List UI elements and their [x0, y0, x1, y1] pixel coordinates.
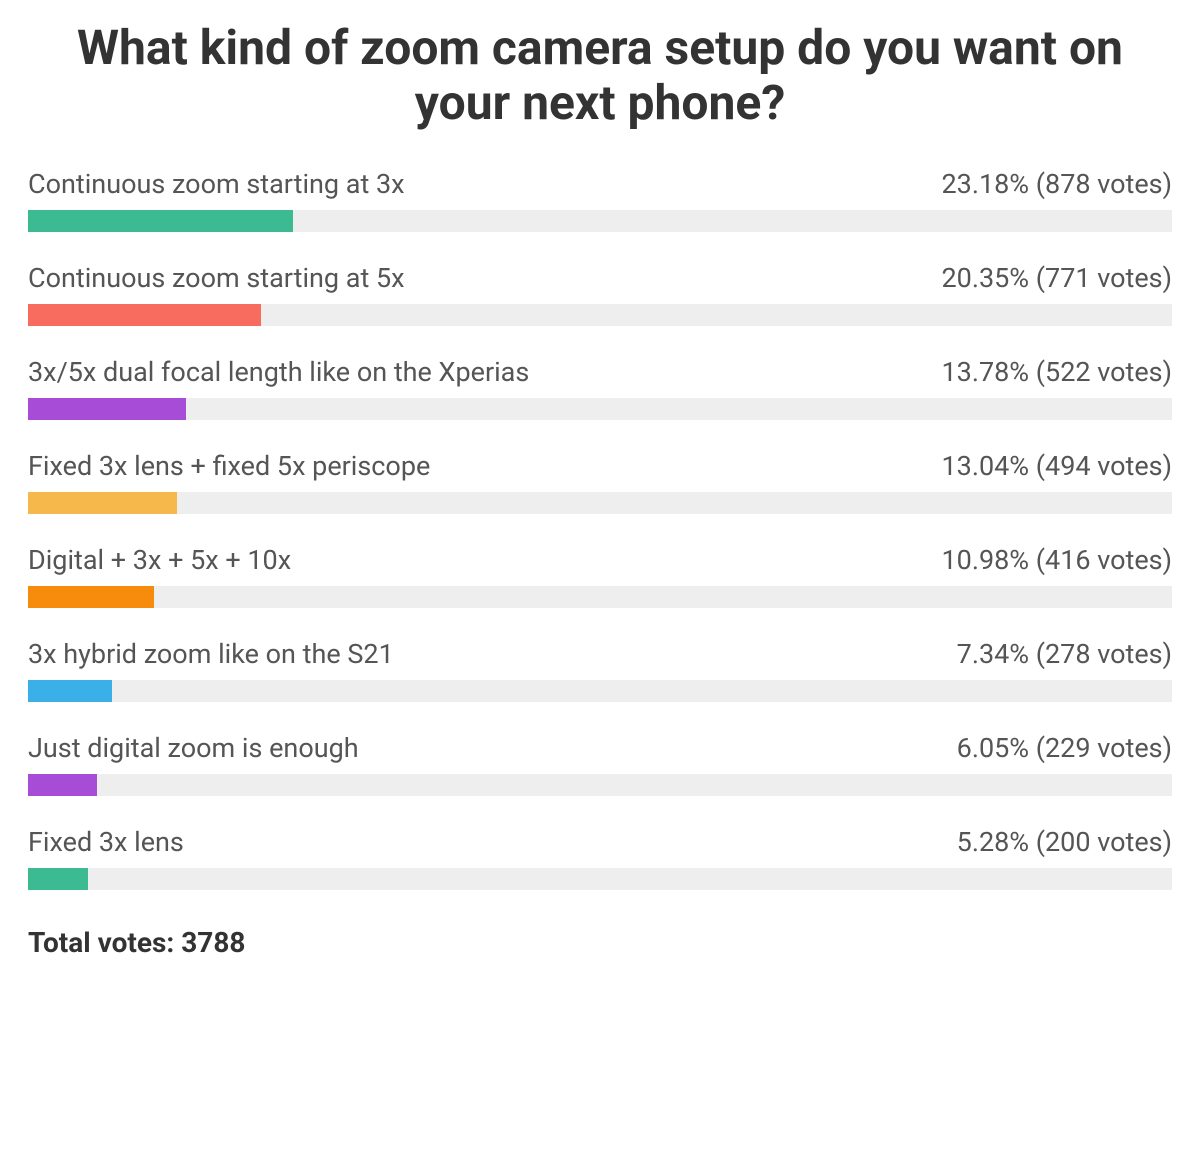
poll-option-label: Digital + 3x + 5x + 10x: [28, 544, 291, 576]
poll-bar-track: [28, 304, 1172, 326]
poll-options-list: Continuous zoom starting at 3x 23.18% (87…: [28, 168, 1172, 890]
poll-option-label: 3x hybrid zoom like on the S21: [28, 638, 394, 670]
poll-option: Fixed 3x lens 5.28% (200 votes): [28, 826, 1172, 890]
poll-bar-fill: [28, 868, 88, 890]
poll-option-row: Fixed 3x lens + fixed 5x periscope 13.04%…: [28, 450, 1172, 482]
poll-option: Just digital zoom is enough 6.05% (229 vo…: [28, 732, 1172, 796]
poll-option: Continuous zoom starting at 3x 23.18% (87…: [28, 168, 1172, 232]
poll-option-row: 3x hybrid zoom like on the S21 7.34% (278…: [28, 638, 1172, 670]
poll-option-row: Digital + 3x + 5x + 10x 10.98% (416 votes…: [28, 544, 1172, 576]
poll-option-result: 10.98% (416 votes): [941, 544, 1172, 576]
poll-bar-fill: [28, 680, 112, 702]
poll-option-label: Just digital zoom is enough: [28, 732, 359, 764]
poll-option-label: Continuous zoom starting at 3x: [28, 168, 405, 200]
poll-bar-track: [28, 492, 1172, 514]
total-label: Total votes:: [28, 926, 174, 959]
poll-option-row: Fixed 3x lens 5.28% (200 votes): [28, 826, 1172, 858]
poll-option: Digital + 3x + 5x + 10x 10.98% (416 votes…: [28, 544, 1172, 608]
poll-option-label: Fixed 3x lens + fixed 5x periscope: [28, 450, 430, 482]
poll-option-result: 13.78% (522 votes): [941, 356, 1172, 388]
poll-bar-fill: [28, 210, 293, 232]
poll-option-result: 6.05% (229 votes): [957, 732, 1172, 764]
poll-title: What kind of zoom camera setup do you wa…: [28, 20, 1172, 130]
poll-bar-track: [28, 680, 1172, 702]
poll-option-row: Continuous zoom starting at 5x 20.35% (77…: [28, 262, 1172, 294]
poll-bar-fill: [28, 774, 97, 796]
poll-option-label: Fixed 3x lens: [28, 826, 184, 858]
poll-option-row: 3x/5x dual focal length like on the Xper…: [28, 356, 1172, 388]
poll-bar-track: [28, 868, 1172, 890]
poll-option: 3x hybrid zoom like on the S21 7.34% (278…: [28, 638, 1172, 702]
poll-option-result: 23.18% (878 votes): [941, 168, 1172, 200]
poll-option-result: 5.28% (200 votes): [957, 826, 1172, 858]
poll-option-row: Just digital zoom is enough 6.05% (229 vo…: [28, 732, 1172, 764]
poll-bar-fill: [28, 492, 177, 514]
poll-option: 3x/5x dual focal length like on the Xper…: [28, 356, 1172, 420]
poll-bar-fill: [28, 304, 261, 326]
total-votes: 3788: [181, 926, 245, 959]
poll-option: Fixed 3x lens + fixed 5x periscope 13.04%…: [28, 450, 1172, 514]
poll-option-result: 13.04% (494 votes): [941, 450, 1172, 482]
poll-option: Continuous zoom starting at 5x 20.35% (77…: [28, 262, 1172, 326]
poll-total: Total votes: 3788: [28, 926, 1172, 959]
poll-container: What kind of zoom camera setup do you wa…: [0, 0, 1200, 989]
poll-bar-fill: [28, 586, 154, 608]
poll-bar-track: [28, 586, 1172, 608]
poll-bar-fill: [28, 398, 186, 420]
poll-bar-track: [28, 398, 1172, 420]
poll-option-label: 3x/5x dual focal length like on the Xper…: [28, 356, 529, 388]
poll-option-row: Continuous zoom starting at 3x 23.18% (87…: [28, 168, 1172, 200]
poll-bar-track: [28, 774, 1172, 796]
poll-option-result: 20.35% (771 votes): [941, 262, 1172, 294]
poll-option-result: 7.34% (278 votes): [957, 638, 1172, 670]
poll-option-label: Continuous zoom starting at 5x: [28, 262, 405, 294]
poll-bar-track: [28, 210, 1172, 232]
